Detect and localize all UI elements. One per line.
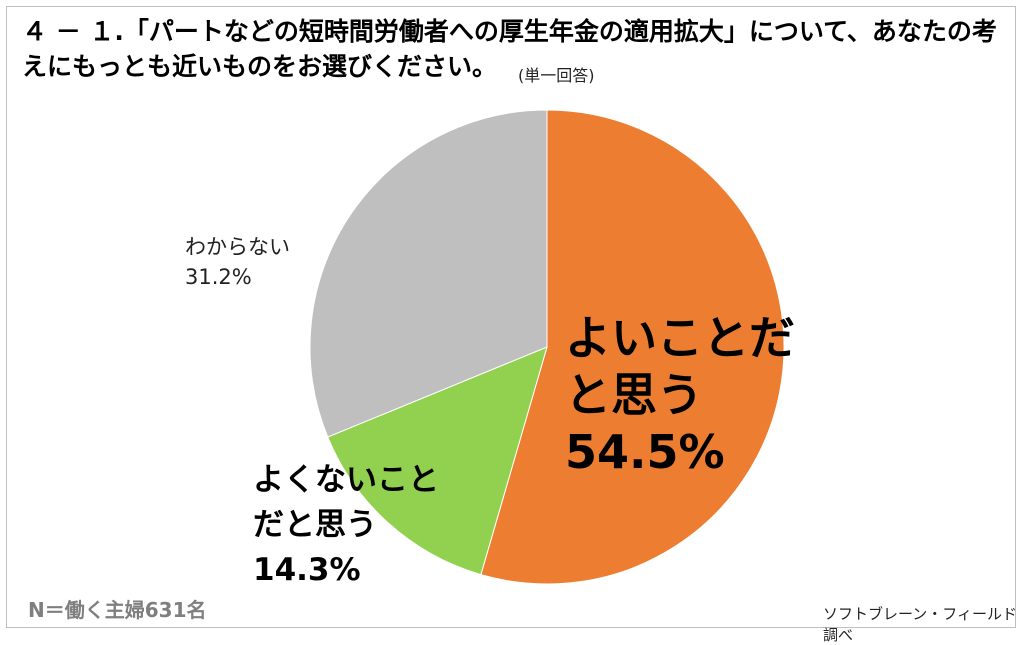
slice-value-unknown: 31.2% [185, 265, 252, 289]
pie-slice-good [480, 109, 785, 585]
slice-label-unknown-line1: わからない [185, 235, 290, 259]
source-note: ソフトブレーン・フィールド調べ [823, 605, 1017, 644]
slice-label-good-line1: よいことだ [565, 311, 795, 365]
pie-slice-unknown [309, 109, 548, 438]
answer-type-note: (単一回答) [518, 66, 595, 85]
pie-slice-bad [327, 346, 548, 576]
slice-label-good: よいことだ と思う 54.5% [565, 310, 795, 481]
chart-title: ４ － １.「パートなどの短時間労働者への厚生年金の適用拡大」について、あなたの… [22, 17, 997, 81]
slice-label-unknown: わからない 31.2% [185, 232, 290, 292]
slice-value-good: 54.5% [565, 425, 725, 479]
slice-label-good-line2: と思う [565, 368, 703, 422]
slice-label-bad: よくないこと だと思う 14.3% [253, 458, 439, 593]
slice-label-bad-line2: だと思う [253, 507, 377, 543]
slice-label-bad-line1: よくないこと [253, 462, 439, 498]
chart-frame [6, 6, 1016, 628]
sample-size-note: N＝働く主婦631名 [28, 598, 207, 622]
slice-value-bad: 14.3% [253, 552, 361, 588]
